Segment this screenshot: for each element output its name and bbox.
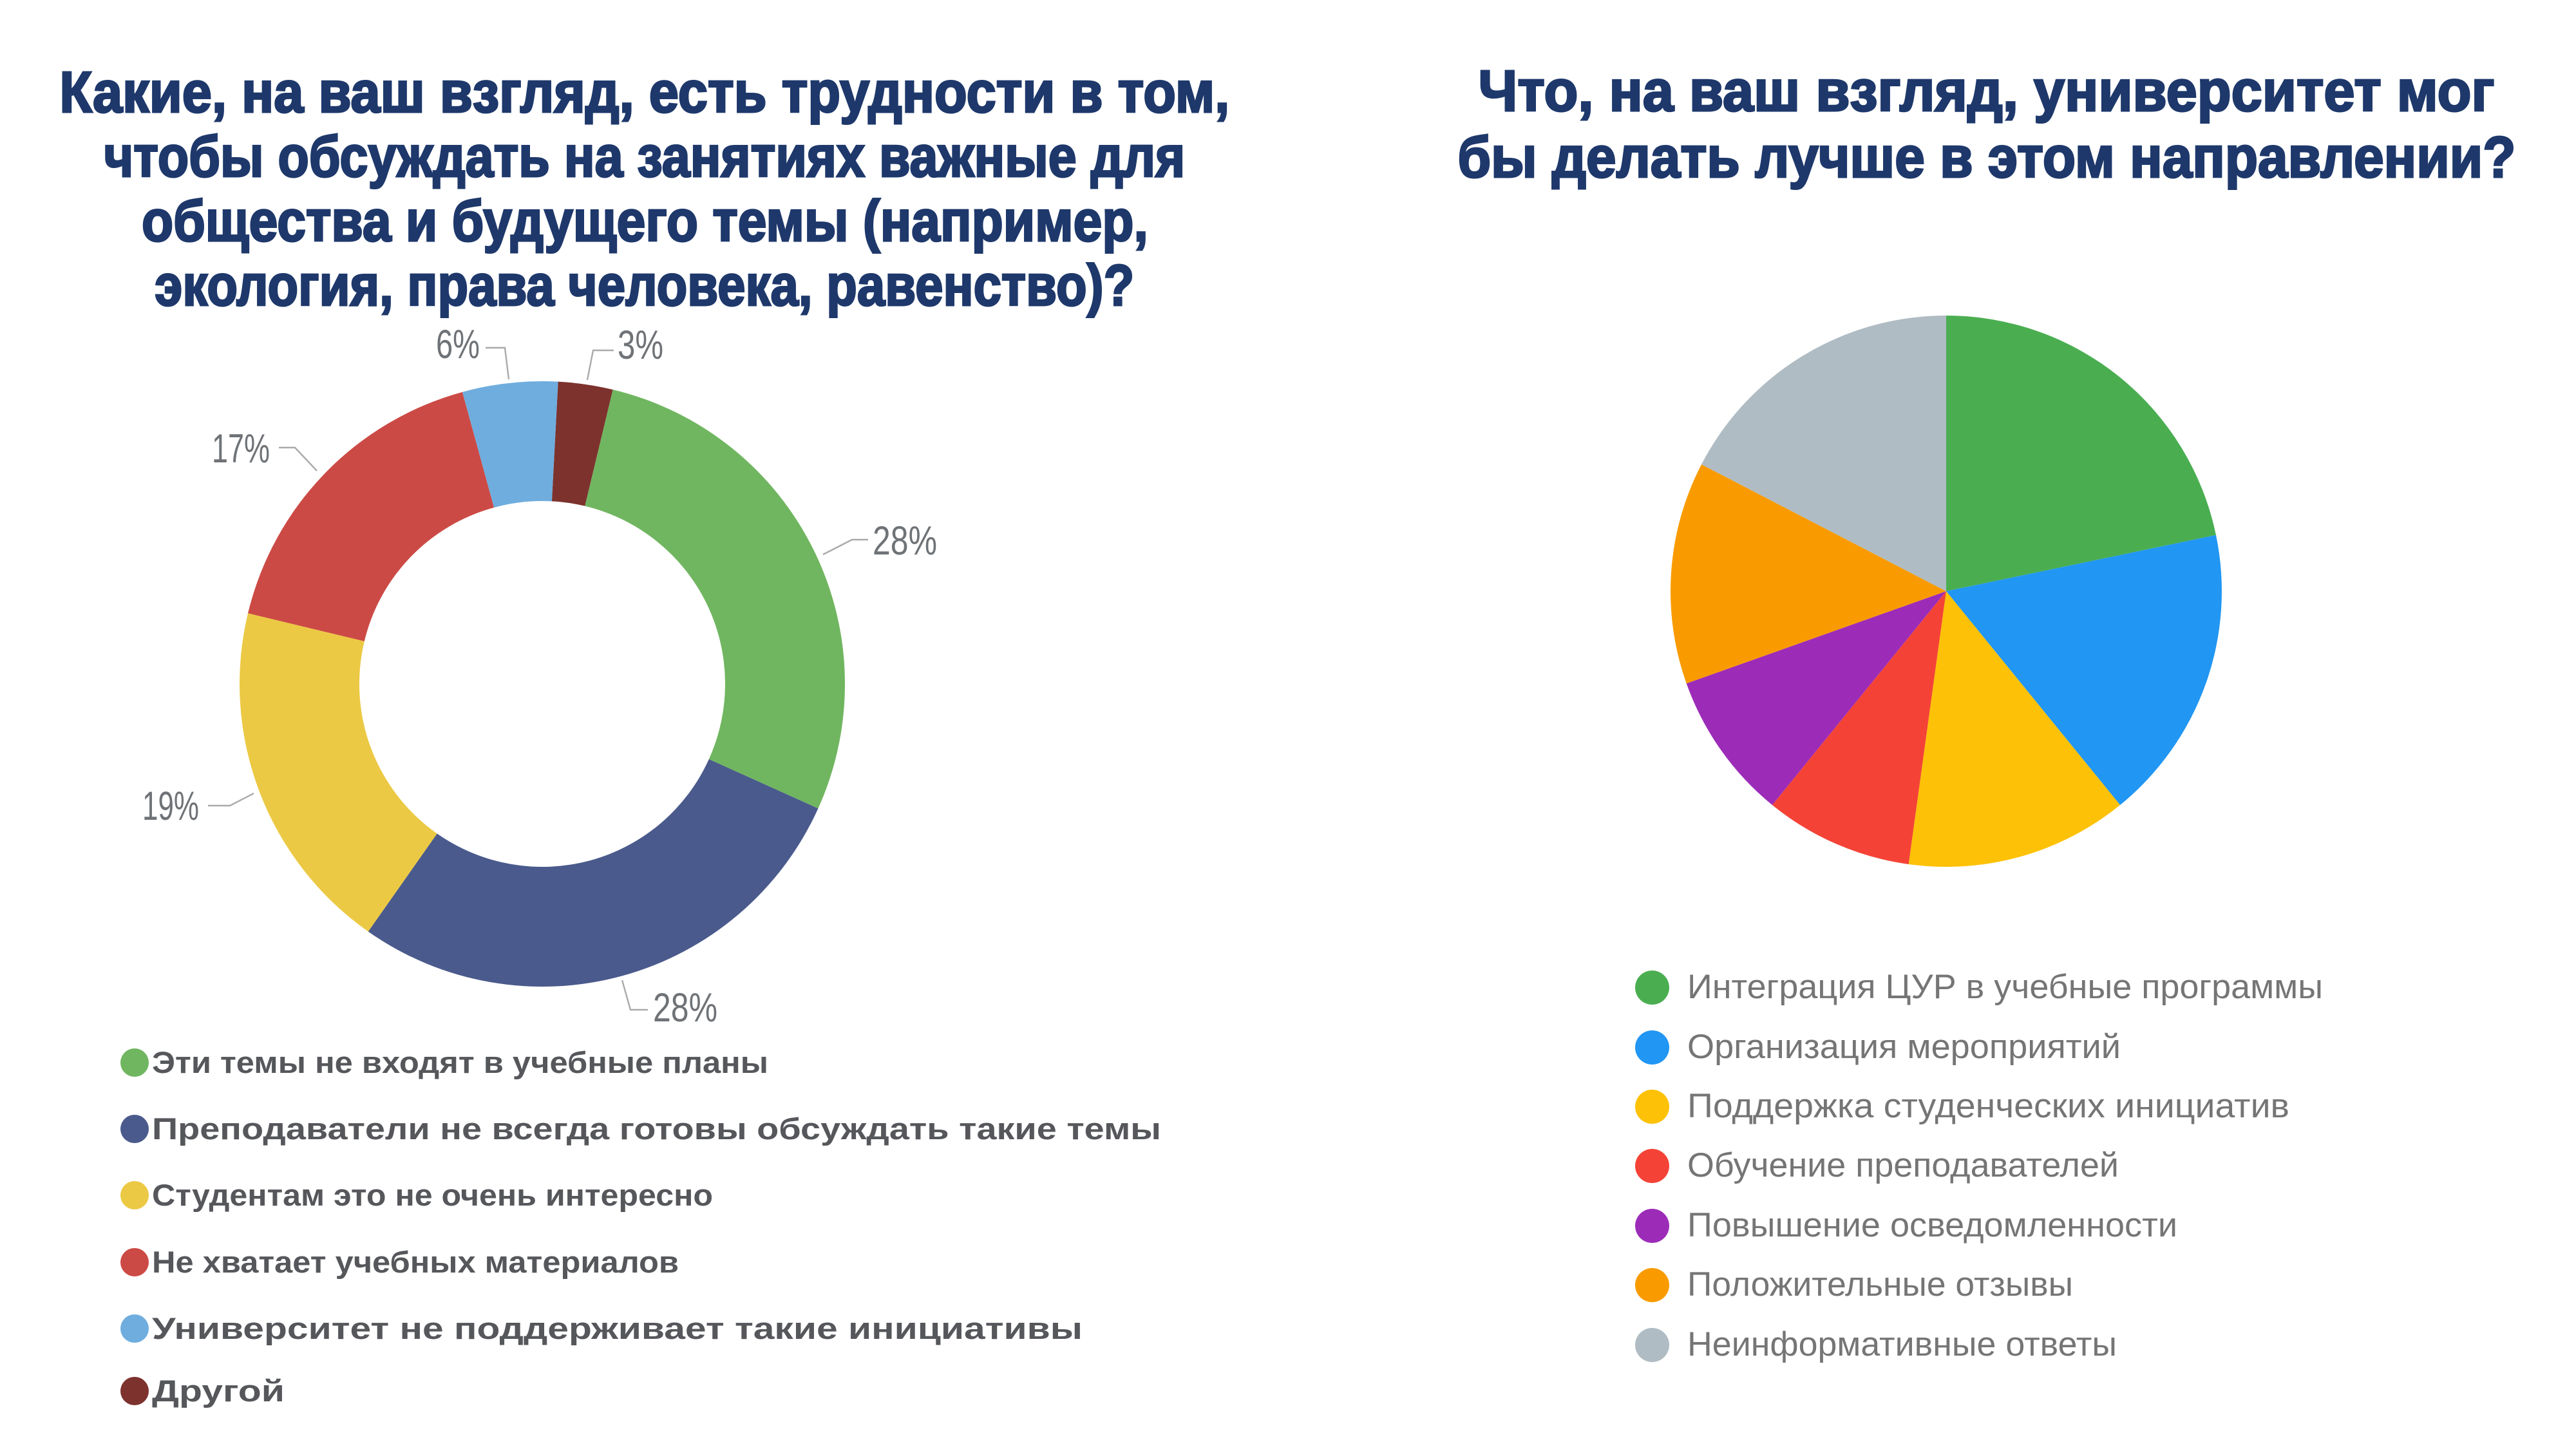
svg-text:28%: 28% xyxy=(873,518,937,564)
svg-text:3%: 3% xyxy=(618,323,663,368)
svg-text:17%: 17% xyxy=(212,426,270,471)
svg-text:19%: 19% xyxy=(142,784,199,829)
svg-text:28%: 28% xyxy=(653,985,717,1030)
svg-text:6%: 6% xyxy=(436,322,480,367)
